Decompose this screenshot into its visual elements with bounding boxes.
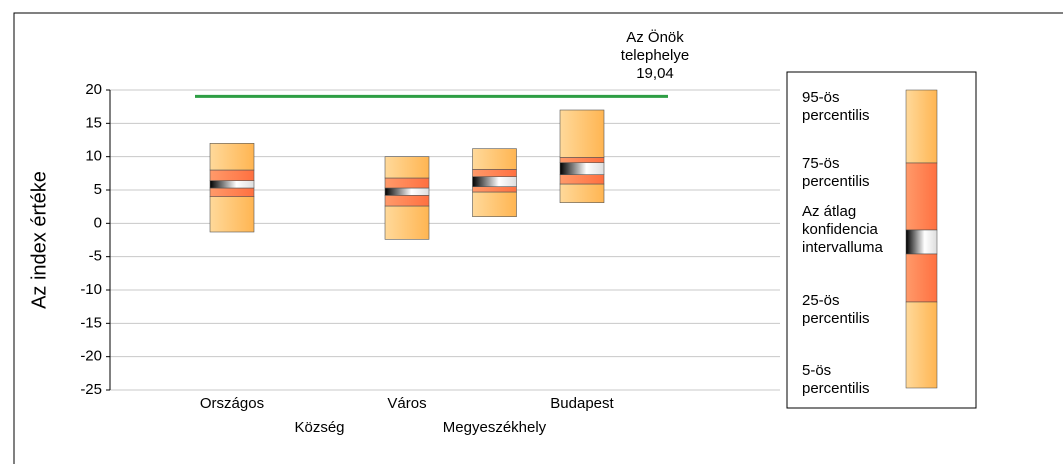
box-segment — [384, 195, 430, 207]
y-tick-label: -20 — [80, 348, 102, 365]
legend-swatch — [905, 229, 938, 255]
box-segment — [559, 157, 605, 163]
x-tick-label: Megyeszékhely — [443, 419, 547, 436]
legend-label: percentilis — [802, 310, 870, 327]
legend-label: 25-ös — [802, 292, 840, 309]
box-segment — [472, 169, 517, 177]
legend-swatch — [905, 162, 938, 231]
x-tick-label: Budapest — [550, 395, 614, 412]
legend-label: intervalluma — [802, 239, 884, 256]
y-tick-label: 5 — [94, 181, 102, 198]
legend-swatch — [905, 253, 938, 303]
legend-label: 75-ös — [802, 155, 840, 172]
box-segment — [209, 180, 255, 189]
y-tick-label: 15 — [85, 114, 102, 131]
y-tick-label: -25 — [80, 381, 102, 398]
box-segment — [209, 143, 255, 171]
y-tick-label: -5 — [89, 248, 102, 265]
y-tick-label: 0 — [94, 214, 102, 231]
legend-label: percentilis — [802, 173, 870, 190]
legend-label: Az átlag — [802, 203, 856, 220]
box-segment — [472, 148, 517, 170]
legend-label: konfidencia — [802, 221, 879, 238]
legend-label: percentilis — [802, 107, 870, 124]
box-segment — [209, 169, 255, 181]
y-tick-label: 20 — [85, 81, 102, 98]
box-segment — [209, 187, 255, 197]
reference-value: 19,04 — [636, 65, 674, 82]
box-segment — [559, 174, 605, 185]
box-segment — [472, 176, 517, 187]
y-axis-label: Az index értéke — [28, 171, 50, 309]
y-tick-label: 10 — [85, 148, 102, 165]
box-segment — [209, 196, 255, 233]
reference-label: Az Önök — [626, 28, 684, 46]
x-tick-label: Község — [294, 419, 344, 436]
box-segment — [559, 109, 605, 158]
box-segment — [384, 156, 430, 179]
box-segment — [559, 162, 605, 175]
x-tick-label: Város — [387, 395, 426, 412]
legend-label: 5-ös — [802, 362, 831, 379]
box-segment — [559, 183, 605, 203]
reference-label: telephelye — [621, 47, 689, 64]
box-segment — [384, 205, 430, 240]
legend — [786, 71, 977, 409]
y-tick-label: -15 — [80, 314, 102, 331]
legend-label: percentilis — [802, 380, 870, 397]
x-tick-label: Országos — [200, 395, 264, 412]
box-segment — [472, 186, 517, 193]
box-segment — [472, 191, 517, 217]
y-tick-label: -10 — [80, 281, 102, 298]
legend-label: 95-ös — [802, 89, 840, 106]
legend-swatch — [905, 301, 938, 389]
legend-swatch — [905, 89, 938, 164]
frame — [13, 12, 1063, 469]
box-segment — [384, 187, 430, 196]
box-segment — [384, 177, 430, 189]
